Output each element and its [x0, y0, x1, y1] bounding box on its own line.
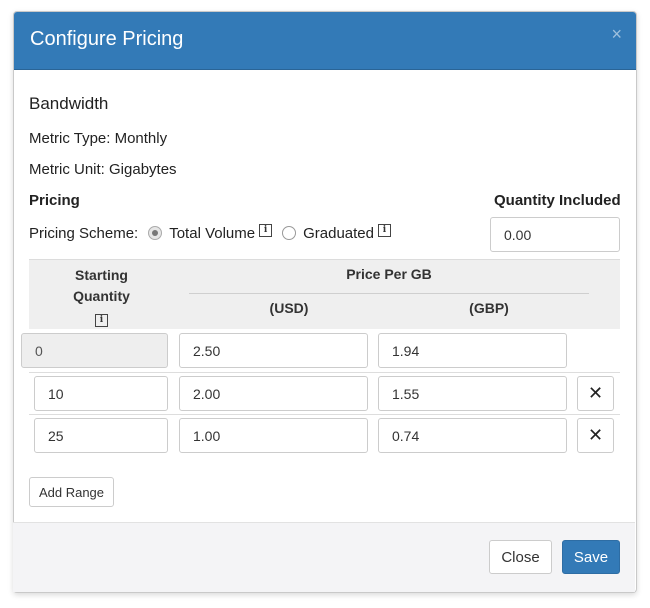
gbp-price-input[interactable]: 1.94 — [378, 333, 567, 368]
modal-title: Configure Pricing — [30, 28, 184, 50]
gbp-price-input[interactable]: 1.55 — [378, 376, 567, 411]
radio-total-volume[interactable] — [148, 226, 163, 240]
gbp-header: (GBP) — [469, 300, 509, 316]
metric-type: Metric Type: Monthly — [29, 130, 168, 147]
delete-row-button[interactable]: ✕ — [577, 376, 614, 411]
start-quantity-input[interactable]: 10 — [34, 376, 168, 411]
close-button[interactable]: Close — [489, 540, 552, 574]
starting-quantity-line1: Starting — [75, 267, 128, 283]
modal-header: Configure Pricing × — [14, 12, 636, 70]
starting-quantity-line2: Quantity — [73, 288, 130, 304]
quantity-included-input[interactable]: 0.00 — [490, 217, 620, 252]
pricing-scheme-row: Pricing Scheme: Total Volume i Graduated… — [29, 223, 401, 243]
usd-price-input[interactable]: 1.00 — [179, 418, 368, 453]
pricing-scheme-label: Pricing Scheme: — [29, 224, 139, 242]
quantity-included-label: Quantity Included — [494, 192, 621, 209]
add-range-button[interactable]: Add Range — [29, 477, 114, 507]
graduated-label[interactable]: Graduated — [303, 224, 374, 242]
info-icon[interactable]: i — [259, 223, 273, 237]
row-divider — [29, 372, 620, 373]
row-divider — [29, 414, 620, 415]
starting-quantity-header: Starting Quantity i — [29, 265, 174, 328]
usd-price-input[interactable]: 2.00 — [179, 376, 368, 411]
pricing-label: Pricing — [29, 192, 80, 209]
close-icon[interactable]: × — [611, 24, 622, 44]
close-icon: ✕ — [587, 383, 604, 403]
header-divider — [189, 293, 589, 294]
metric-unit: Metric Unit: Gigabytes — [29, 161, 177, 178]
start-quantity-input[interactable]: 25 — [34, 418, 168, 453]
close-icon: ✕ — [587, 425, 604, 445]
radio-graduated[interactable] — [282, 226, 297, 240]
gbp-price-input[interactable]: 0.74 — [378, 418, 567, 453]
pricing-table-header: Starting Quantity i Price Per GB (USD) (… — [29, 259, 620, 329]
price-per-header: Price Per GB — [346, 266, 432, 282]
usd-header: (USD) — [269, 300, 309, 316]
info-icon[interactable]: i — [378, 223, 391, 237]
usd-price-input[interactable]: 2.50 — [179, 333, 368, 368]
start-quantity-input: 0 — [21, 333, 168, 368]
total-volume-label[interactable]: Total Volume — [169, 224, 256, 242]
save-button[interactable]: Save — [562, 540, 620, 574]
info-icon[interactable]: i — [95, 314, 108, 327]
delete-row-button[interactable]: ✕ — [577, 418, 614, 453]
section-title: Bandwidth — [29, 94, 109, 113]
